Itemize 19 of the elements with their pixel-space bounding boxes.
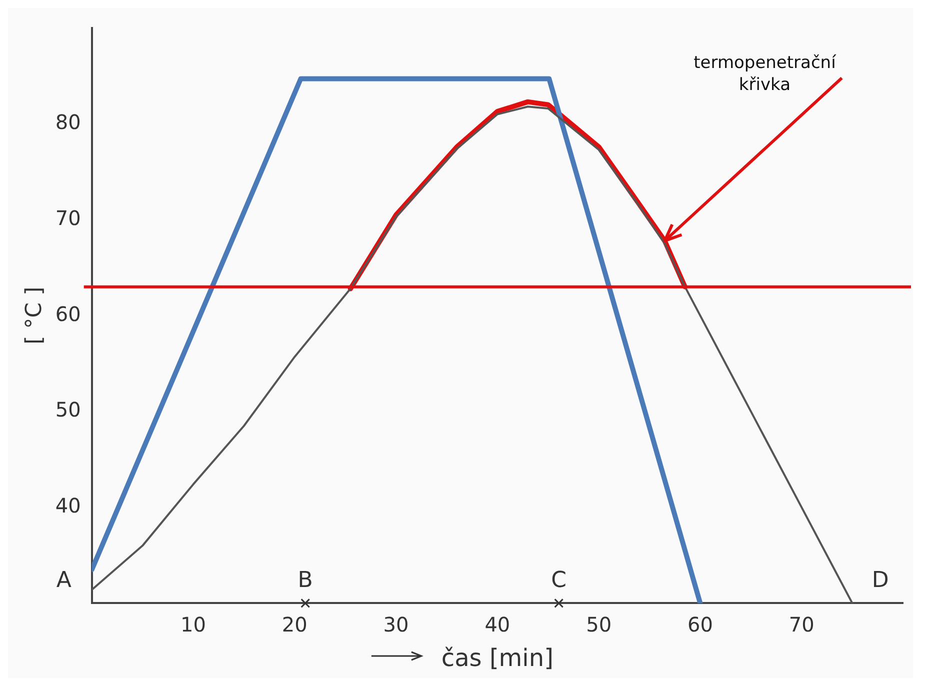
x-tick-label: 20 [282,612,308,636]
y-tick-label: 70 [55,206,81,230]
y-tick-label: 50 [55,398,81,422]
x-tick-label: 60 [687,612,713,636]
y-tick-label: 40 [55,494,81,518]
x-tick-label: 50 [586,612,612,636]
x-tick-label: 30 [383,612,409,636]
annotation: termopenetrační křivka [694,53,838,95]
annotation: C [551,568,567,594]
x-tick-label: 40 [484,612,510,636]
annotation: B [298,568,313,594]
y-tick-label: 80 [55,110,81,134]
annotation: D [872,568,889,594]
annotation: A [56,568,72,594]
x-axis-title: čas [min] [441,644,554,672]
x-tick-label: 10 [180,612,206,636]
y-axis-title: [ °C ] [22,286,47,344]
y-tick-label: 60 [55,302,81,326]
x-tick-label: 70 [788,612,814,636]
